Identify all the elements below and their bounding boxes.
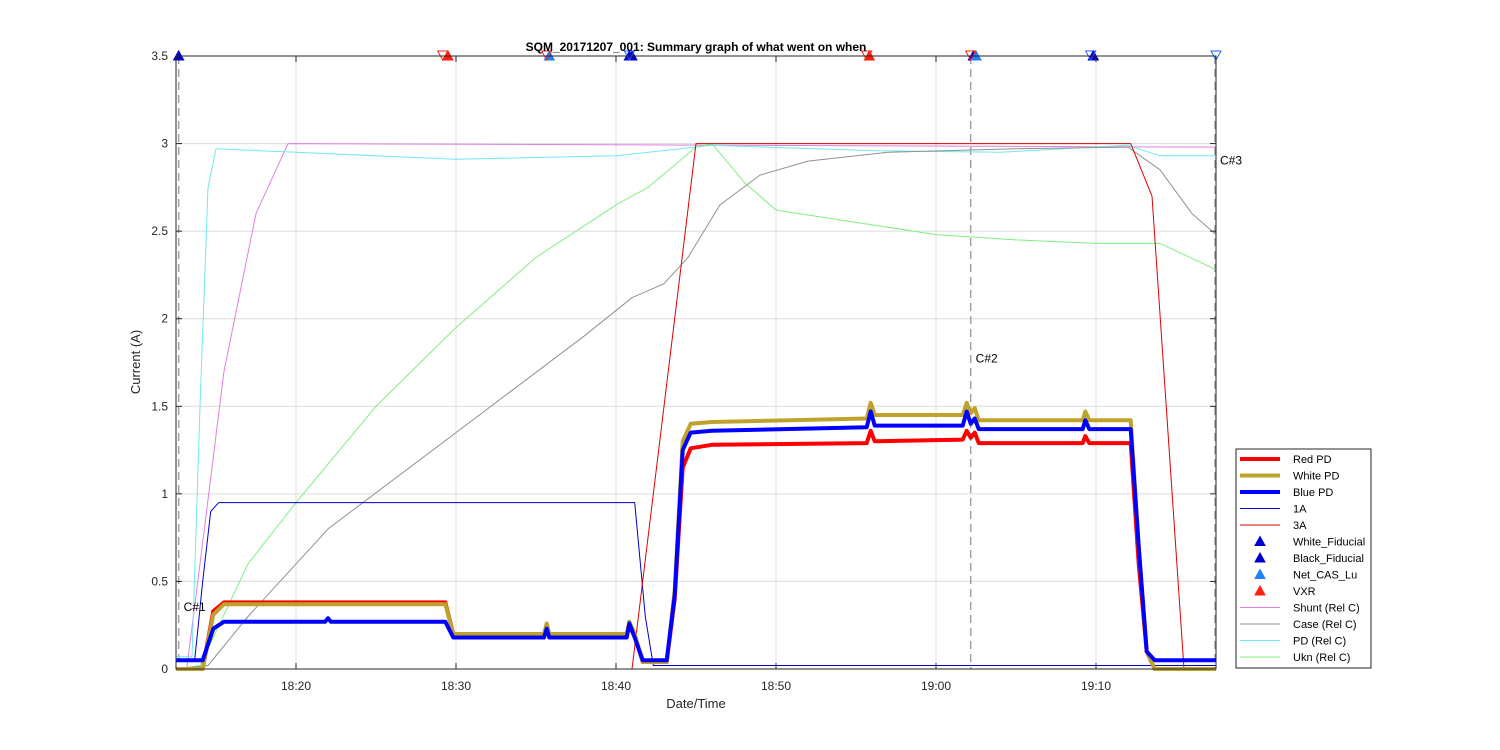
y-tick-label: 3: [161, 137, 168, 151]
plot-frame: [175, 55, 1217, 670]
series-line-1a: [176, 502, 1216, 666]
legend-label: Black_Fiducial: [1293, 553, 1364, 565]
y-axis-label: Current (A): [128, 330, 143, 394]
annotation-label: C#3: [1220, 154, 1242, 168]
x-tick-label: 19:10: [1081, 679, 1111, 693]
x-tick-label: 19:00: [921, 679, 951, 693]
annotation-vlines: [177, 56, 1216, 669]
legend-label: White_Fiducial: [1293, 537, 1365, 549]
legend-label: Net_CAS_Lu: [1293, 570, 1357, 582]
legend-label: Case (Rel C): [1293, 619, 1357, 631]
legend-marker-swatch: [1254, 551, 1266, 563]
plot-area: [176, 56, 1216, 669]
legend-marker-swatch: [1254, 535, 1266, 546]
legend: Red PD White PD Blue PD 1A 3A White_Fiducial B…: [1235, 448, 1372, 669]
x-tick-label: 18:40: [601, 679, 631, 693]
series-line-pd-rel-c-: [176, 144, 1216, 658]
annotation-label: C#2: [976, 352, 998, 366]
annotation-label: C#1: [184, 600, 206, 614]
x-tick-label: 18:50: [761, 679, 791, 693]
y-tick-label: 2: [161, 312, 168, 326]
x-tick-label: 18:30: [441, 679, 471, 693]
y-tick-label: 1: [161, 487, 168, 501]
x-axis-label: Date/Time: [666, 696, 725, 711]
y-ticks: 0 0.5 1 1.5 2 2.5 3 3.5: [151, 49, 1216, 676]
legend-label: 1A: [1293, 504, 1307, 516]
legend-label: Blue PD: [1293, 487, 1333, 499]
y-tick-label: 3.5: [151, 49, 168, 63]
legend-marker-swatch: [1254, 568, 1266, 579]
legend-label: Red PD: [1293, 454, 1332, 466]
series-lines: [175, 143, 1217, 671]
x-ticks: 18:20 18:30 18:40 18:50 19:00 19:10: [281, 56, 1111, 693]
legend-marker-swatch: [1254, 584, 1266, 596]
y-tick-label: 2.5: [151, 224, 168, 238]
annotations: C#1 C#2 C#3: [184, 154, 1243, 615]
legend-label: Ukn (Rel C): [1293, 652, 1350, 664]
y-tick-label: 1.5: [151, 399, 168, 413]
legend-label: 3A: [1293, 520, 1307, 532]
series-line-white-pd: [176, 400, 1216, 671]
legend-label: VXR: [1293, 586, 1316, 598]
y-tick-label: 0: [161, 662, 168, 676]
legend-label: PD (Rel C): [1293, 636, 1346, 648]
series-line-blue-pd: [176, 409, 1216, 663]
legend-label: Shunt (Rel C): [1293, 603, 1360, 615]
y-tick-label: 0.5: [151, 574, 168, 588]
chart-title: SQM_20171207_001: Summary graph of what …: [526, 40, 867, 54]
x-tick-label: 18:20: [281, 679, 311, 693]
legend-label: White PD: [1293, 471, 1340, 483]
